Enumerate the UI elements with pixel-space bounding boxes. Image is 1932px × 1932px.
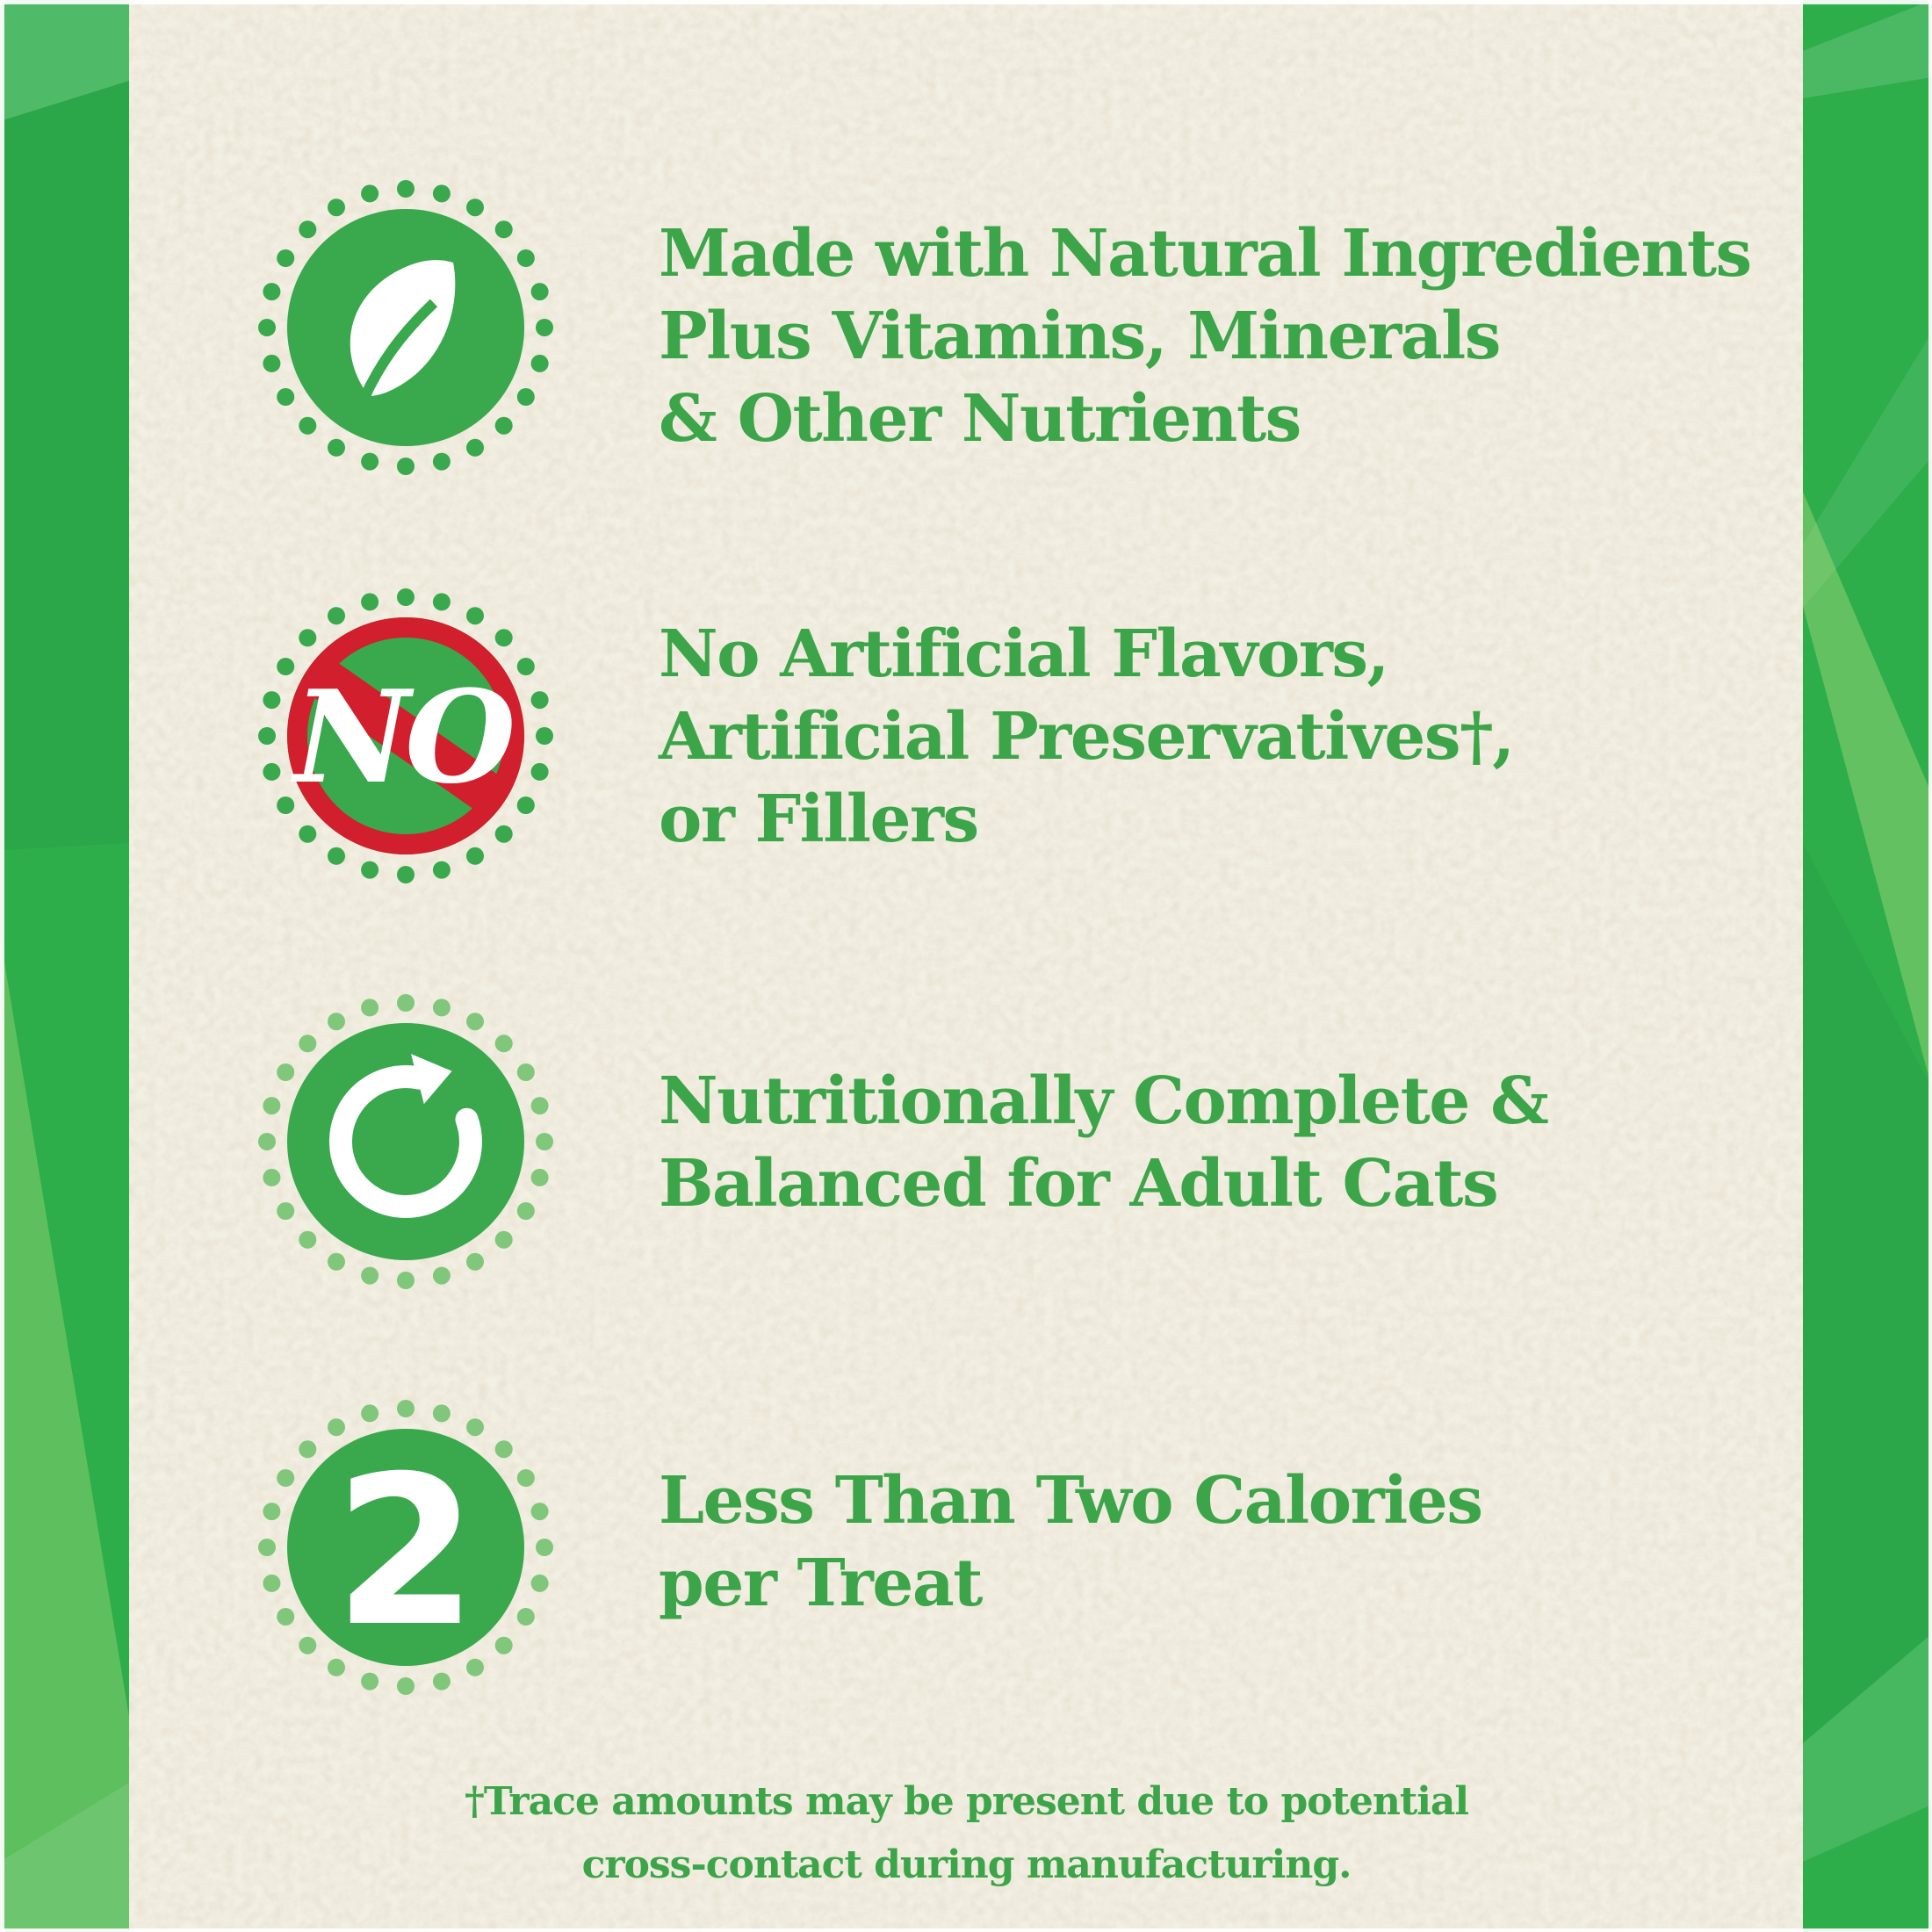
left-green-border [0,0,129,1932]
benefit-item-no-artificial: No Artificial Flavors, Artificial Preser… [659,613,1515,861]
leaf-icon [258,180,553,475]
benefit-text-line: & Other Nutrients [659,381,1301,457]
edge-highlight [1928,0,1932,1932]
benefit-text-line: Nutritionally Complete & [659,1063,1549,1139]
benefit-item-complete-balanced: Nutritionally Complete & Balanced for Ad… [659,1060,1549,1225]
benefit-text-line: Balanced for Adult Cats [659,1146,1499,1222]
cycle-arrow-icon [258,994,553,1289]
footnote-line: cross-contact during manufacturing. [581,1842,1352,1887]
trace-amounts-footnote: †Trace amounts may be present due to pot… [130,1770,1803,1897]
no-ban-icon: NO [258,588,553,883]
no-badge-text: NO [291,663,516,812]
benefit-text-line: Artificial Preservatives†, [659,699,1515,775]
benefit-text-line: Less Than Two Calories [659,1463,1483,1539]
benefit-text-line: No Artificial Flavors, [659,616,1389,692]
benefit-text-line: Made with Natural Ingredients [659,216,1752,292]
benefit-item-natural-ingredients: Made with Natural Ingredients Plus Vitam… [659,213,1752,460]
benefit-text-line: per Treat [659,1546,983,1621]
facet-shape [0,81,129,850]
edge-highlight [0,1928,1932,1932]
benefit-text-line: or Fillers [659,782,979,857]
benefit-item-low-calorie: Less Than Two Calories per Treat [659,1460,1483,1625]
edge-highlight [0,0,4,1932]
right-green-border [1803,0,1932,1932]
two-badge-text: 2 [334,1432,478,1672]
edge-highlight [0,0,1932,4]
footnote-line: †Trace amounts may be present due to pot… [464,1779,1469,1824]
benefit-text-line: Plus Vitamins, Minerals [659,299,1501,374]
number-two-icon: 2 [258,1400,553,1695]
